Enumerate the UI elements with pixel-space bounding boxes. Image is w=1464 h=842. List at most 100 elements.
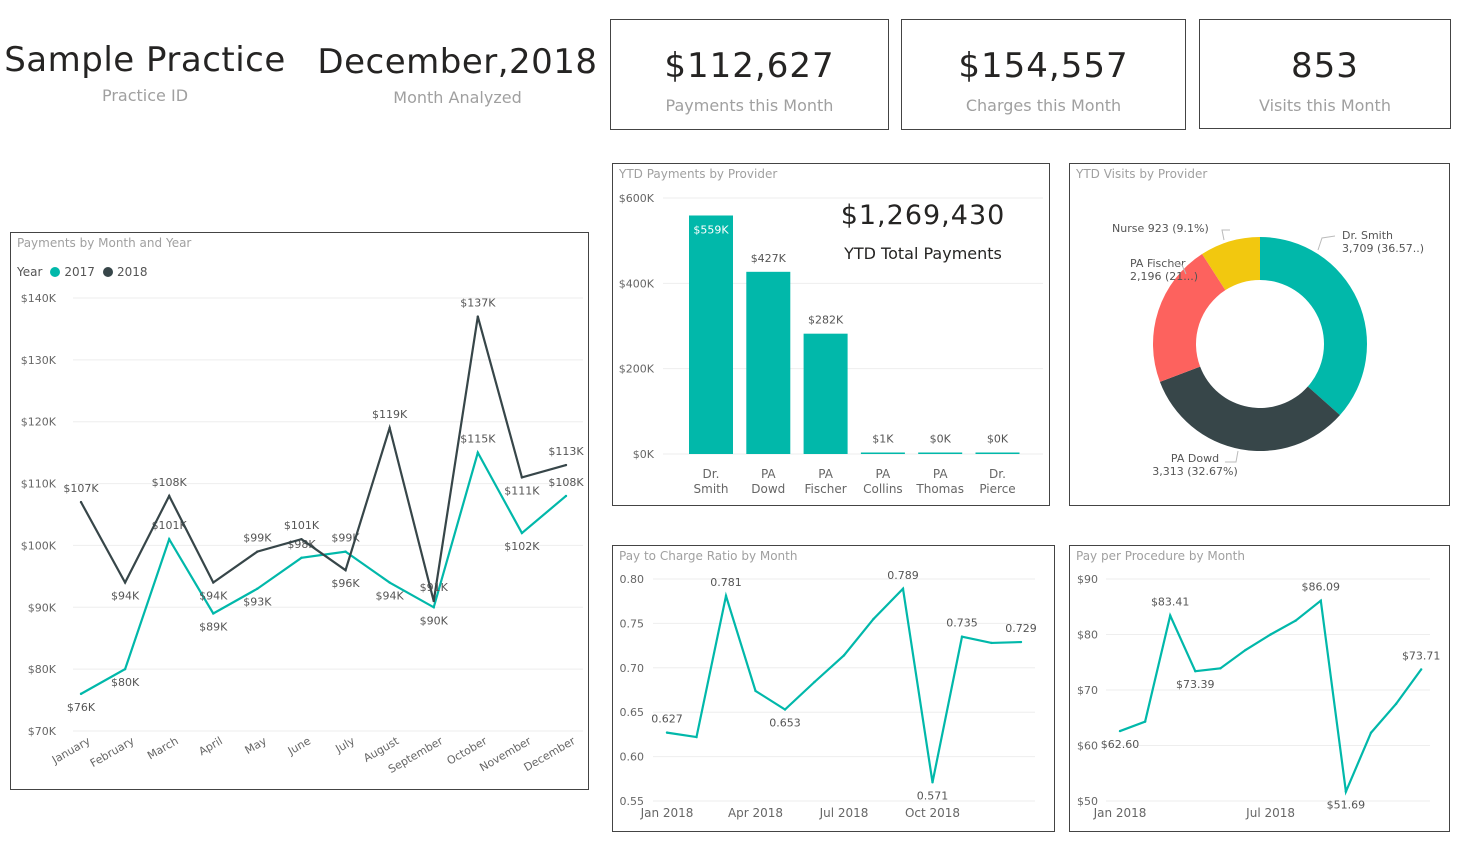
payments-by-month-chart[interactable]: Payments by Month and Year Year 2017 201… [10, 232, 589, 790]
slice-value: 3,313 (32.67%) [1152, 465, 1238, 478]
data-point [1219, 667, 1222, 670]
y-tick-label: $200K [619, 363, 655, 376]
bar [975, 452, 1020, 454]
leader-line [1317, 235, 1336, 251]
x-tick-label: Dr. [989, 467, 1006, 481]
y-tick-label: $80K [28, 663, 57, 676]
y-tick-label: $70 [1077, 684, 1098, 697]
data-label: 0.729 [1005, 622, 1037, 635]
kpi-value: $154,557 [958, 46, 1129, 86]
bar-chart-svg: $0K$200K$400K$600K$559KDr.Smith$427KPADo… [619, 192, 1043, 496]
data-point [695, 735, 698, 739]
x-tick-label: Fischer [805, 482, 847, 496]
x-tick-label: March [145, 734, 181, 762]
legend-dot-icon [50, 267, 61, 277]
data-label: $101K [284, 519, 320, 532]
x-tick-label: May [243, 734, 270, 757]
data-point [256, 550, 259, 553]
data-point [872, 617, 875, 621]
data-label: 0.789 [887, 569, 919, 582]
data-point [1394, 702, 1398, 706]
x-tick-label: Jul 2018 [819, 806, 869, 820]
y-tick-label: $60 [1077, 740, 1098, 753]
y-tick-label: 0.70 [620, 662, 645, 675]
kpi-payments[interactable]: $112,627 Payments this Month [610, 19, 889, 130]
x-tick-label: Smith [694, 482, 729, 496]
chart-title: YTD Visits by Provider [1076, 167, 1208, 181]
month-header: December,2018 Month Analyzed [315, 42, 600, 107]
slice-label: PA Fischer [1130, 257, 1186, 270]
ytd-visits-chart[interactable]: YTD Visits by Provider Dr. Smith 3,709 (3… [1069, 163, 1450, 506]
data-label: $102K [504, 540, 540, 553]
kpi-visits[interactable]: 853 Visits this Month [1199, 19, 1451, 129]
practice-header: Sample Practice Practice ID [0, 40, 290, 105]
x-tick-label: Dr. [703, 467, 720, 481]
chart-title: Pay to Charge Ratio by Month [619, 549, 798, 563]
data-point [960, 635, 964, 638]
data-point [432, 599, 435, 603]
x-tick-label: Collins [863, 482, 903, 496]
x-tick-label: Thomas [915, 482, 964, 496]
ytd-payments-chart[interactable]: YTD Payments by Provider $1,269,430 YTD … [612, 163, 1050, 506]
data-label: 0.781 [710, 576, 742, 589]
y-tick-label: $600K [619, 192, 655, 205]
kpi-label: Payments this Month [665, 96, 834, 115]
x-tick-label: Oct 2018 [905, 806, 960, 820]
data-label: 0.653 [769, 717, 801, 730]
ytd-total-value: $1,269,430 [840, 200, 1006, 231]
data-point [1194, 669, 1197, 673]
y-tick-label: $70K [28, 725, 57, 738]
data-label: $62.60 [1101, 738, 1140, 751]
data-label: $86.09 [1302, 581, 1341, 594]
data-point [388, 581, 391, 584]
data-point [783, 708, 787, 711]
legend-item-2017[interactable]: 2017 [64, 265, 95, 279]
slice-label: Dr. Smith [1342, 229, 1393, 242]
x-tick-label: Pierce [979, 482, 1015, 496]
data-label: $91K [420, 581, 449, 594]
legend: Year 2017 2018 [17, 265, 148, 279]
legend-item-2018[interactable]: 2018 [116, 265, 148, 279]
y-tick-label: $400K [619, 277, 655, 290]
x-tick-label: January [49, 734, 93, 767]
bar [746, 271, 791, 454]
data-label: $89K [199, 620, 228, 633]
data-point [754, 689, 757, 693]
data-point [901, 587, 905, 590]
donut-slice [1159, 366, 1340, 451]
data-point [813, 680, 816, 684]
data-point [123, 667, 127, 671]
x-tick-label: Jul 2018 [1245, 806, 1295, 820]
y-tick-label: $80 [1077, 629, 1098, 642]
data-point [1369, 731, 1373, 734]
practice-name: Sample Practice [4, 40, 286, 80]
data-point [1269, 633, 1272, 636]
data-label: $1K [872, 433, 894, 446]
data-point [520, 531, 524, 535]
month-analyzed-label: Month Analyzed [393, 88, 522, 107]
data-point [1118, 729, 1122, 733]
donut-slice [1153, 254, 1226, 382]
kpi-label: Visits this Month [1259, 96, 1391, 115]
data-label: $0K [987, 433, 1009, 446]
data-point [167, 494, 171, 498]
data-label: $93K [243, 596, 272, 609]
pay-to-charge-chart[interactable]: Pay to Charge Ratio by Month 0.55 0.60 0.6… [612, 545, 1055, 832]
x-tick-label: Jan 2018 [640, 806, 694, 820]
kpi-value: 853 [1291, 46, 1359, 86]
kpi-charges[interactable]: $154,557 Charges this Month [901, 19, 1186, 130]
pay-per-procedure-chart[interactable]: Pay per Procedure by Month $50 $60 $70 $80 $… [1069, 545, 1450, 832]
bar [689, 215, 733, 454]
y-tick-label: $0K [633, 448, 655, 461]
data-label: $427K [751, 252, 787, 265]
data-point [344, 550, 347, 553]
bar [803, 333, 848, 454]
data-label: $119K [372, 408, 408, 421]
data-point [931, 781, 934, 784]
data-point [344, 568, 347, 572]
leader-line [1171, 262, 1187, 275]
leader-line [1225, 450, 1239, 463]
data-point [388, 426, 391, 430]
x-tick-label: Dowd [751, 482, 785, 496]
x-tick-label: April [196, 734, 224, 758]
